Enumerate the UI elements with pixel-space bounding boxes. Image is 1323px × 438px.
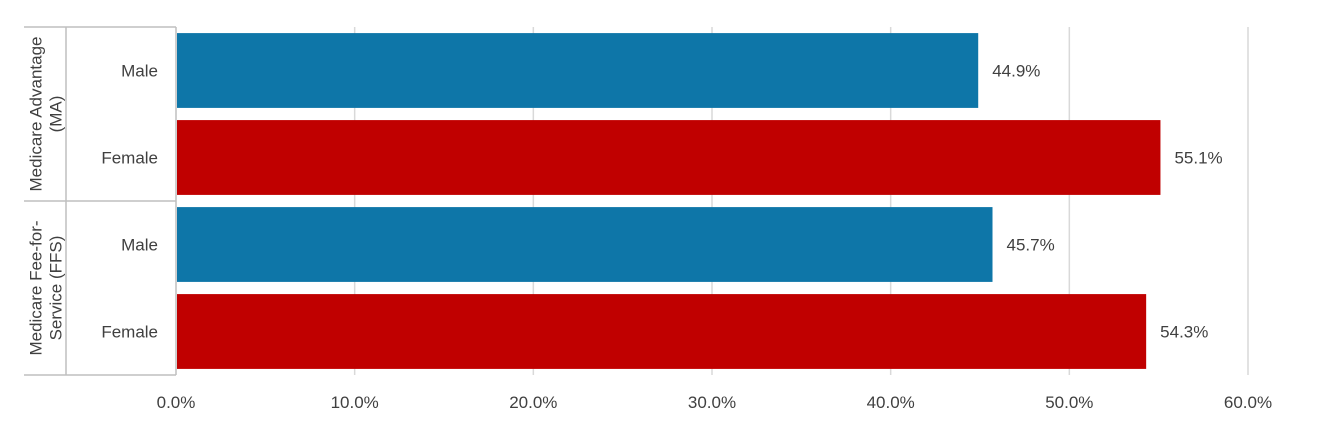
x-tick-label-6: 60.0% — [1224, 393, 1272, 412]
labels: 0.0% 10.0% 20.0% 30.0% 40.0% 50.0% 60.0% 44.9% M… — [27, 37, 1273, 413]
x-tick-label-1: 10.0% — [331, 393, 379, 412]
category-label-0-0: Male — [121, 62, 158, 81]
bar-0-0 — [177, 33, 979, 108]
data-label-1-1: 54.3% — [1160, 323, 1208, 342]
bar-0-1 — [177, 120, 1161, 195]
category-label-1-0: Male — [121, 236, 158, 255]
group-label-1-line-0: Medicare Fee-for- — [27, 220, 46, 355]
data-label-0-0: 44.9% — [992, 62, 1040, 81]
data-label-1-0: 45.7% — [1007, 236, 1055, 255]
group-label-0-line-0: Medicare Advantage — [27, 37, 46, 192]
axes — [24, 26, 177, 376]
category-label-0-1: Female — [101, 149, 158, 168]
data-label-0-1: 55.1% — [1174, 149, 1222, 168]
group-label-0-line-1: (MA) — [47, 96, 66, 133]
x-tick-label-0: 0.0% — [157, 393, 196, 412]
bar-1-1 — [177, 294, 1147, 369]
bar-1-0 — [177, 207, 993, 282]
x-tick-label-3: 30.0% — [688, 393, 736, 412]
x-tick-label-2: 20.0% — [509, 393, 557, 412]
x-tick-label-5: 50.0% — [1045, 393, 1093, 412]
bars — [177, 33, 1161, 369]
category-label-1-1: Female — [101, 323, 158, 342]
x-tick-label-4: 40.0% — [867, 393, 915, 412]
group-label-1-line-1: Service (FFS) — [47, 236, 66, 341]
